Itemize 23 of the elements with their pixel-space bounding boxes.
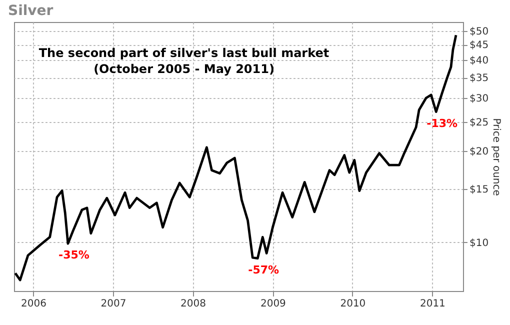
y-tick-label: $50	[470, 26, 489, 38]
x-tick-label: 2009	[260, 298, 286, 310]
y-tick-label: $20	[470, 146, 489, 158]
x-tick-label: 2011	[420, 298, 446, 310]
annotation: The second part of silver's last bull market	[38, 46, 330, 60]
x-tick-label: 2008	[180, 298, 206, 310]
y-tick-label: $45	[470, 40, 489, 52]
y-tick-label: $15	[470, 184, 489, 196]
line-series	[14, 34, 458, 282]
y-tick-label: $25	[470, 117, 489, 128]
x-tick-label: 2010	[340, 298, 366, 310]
chart-title: Silver	[8, 3, 54, 19]
annotation: -13%	[426, 116, 458, 130]
y-axis-title: Price per ounce	[490, 118, 502, 196]
x-tick-label: 2006	[21, 298, 46, 310]
annotation: (October 2005 - May 2011)	[94, 62, 274, 76]
y-tick-label: $10	[470, 238, 489, 249]
annotation: -57%	[248, 263, 280, 276]
x-tick-label: 2007	[100, 298, 126, 310]
y-tick-label: $30	[470, 93, 489, 104]
annotation: -35%	[58, 248, 90, 262]
y-tick-label: $40	[470, 56, 489, 67]
y-tick-label: $35	[470, 73, 489, 84]
